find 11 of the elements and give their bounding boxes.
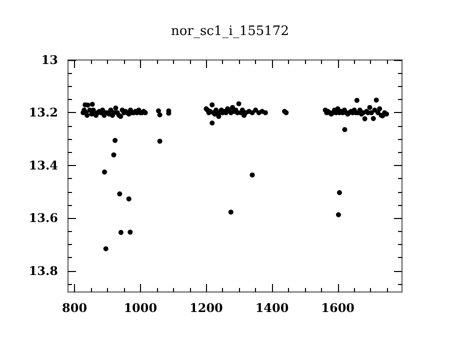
x-tick-label: 800 <box>62 301 88 315</box>
x-tick-label: 1200 <box>190 301 223 315</box>
y-tick-label: 13.8 <box>28 264 58 278</box>
y-tick-label: 13.6 <box>28 211 58 226</box>
y-tick-label: 13.2 <box>28 106 58 120</box>
x-tick-label: 1400 <box>255 301 289 315</box>
x-tick-label: 1000 <box>124 301 158 315</box>
y-tick-label: 13.4 <box>28 158 58 172</box>
x-tick-label: 1600 <box>321 301 355 315</box>
chart-title: nor_sc1_i_155172 <box>171 24 289 39</box>
y-tick-label: 13 <box>41 53 58 67</box>
